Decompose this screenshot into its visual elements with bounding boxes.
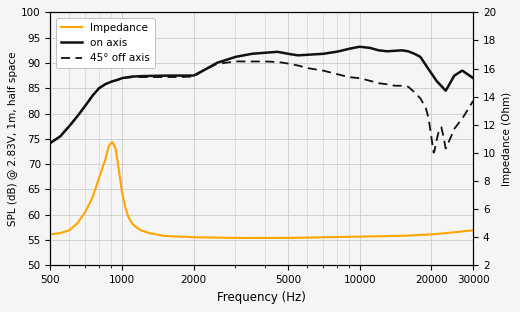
Impedance <box>240 236 246 240</box>
Impedance <box>298 236 304 240</box>
45° off axis <box>470 99 476 103</box>
45° off axis <box>47 141 54 145</box>
on axis <box>366 46 372 50</box>
on axis <box>47 141 54 145</box>
45° off axis <box>330 71 336 75</box>
45° off axis <box>156 75 162 79</box>
Y-axis label: SPL (dB) @ 2.83V, 1m, half space: SPL (dB) @ 2.83V, 1m, half space <box>8 51 18 226</box>
45° off axis <box>239 60 245 63</box>
on axis <box>356 45 362 49</box>
on axis <box>156 74 162 78</box>
on axis <box>296 53 303 57</box>
Impedance <box>367 235 373 238</box>
45° off axis <box>366 79 372 82</box>
Impedance <box>47 232 54 236</box>
on axis <box>330 51 336 54</box>
45° off axis <box>297 64 303 68</box>
Legend: Impedance, on axis, 45° off axis: Impedance, on axis, 45° off axis <box>56 17 155 68</box>
Impedance <box>109 140 115 144</box>
Y-axis label: Impedance (Ohm): Impedance (Ohm) <box>502 92 512 186</box>
45° off axis <box>431 151 437 154</box>
45° off axis <box>233 60 239 63</box>
Impedance <box>123 207 129 211</box>
45° off axis <box>122 76 128 80</box>
on axis <box>239 54 245 57</box>
Line: 45° off axis: 45° off axis <box>50 61 473 153</box>
Line: on axis: on axis <box>50 47 473 143</box>
Impedance <box>331 235 337 239</box>
on axis <box>122 76 128 80</box>
X-axis label: Frequency (Hz): Frequency (Hz) <box>217 291 306 304</box>
Impedance <box>470 228 476 232</box>
Impedance <box>233 236 239 240</box>
on axis <box>470 76 476 80</box>
Impedance <box>157 233 163 237</box>
Line: Impedance: Impedance <box>50 142 473 238</box>
